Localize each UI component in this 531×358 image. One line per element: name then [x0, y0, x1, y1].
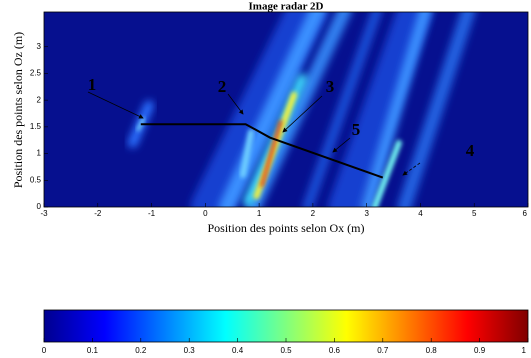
- colorbar-tick-label: 0.5: [280, 346, 292, 355]
- x-tick-label: -1: [148, 209, 156, 218]
- annotation-label: 5: [352, 120, 361, 139]
- colorbar-tick-label: 0.3: [184, 346, 196, 355]
- annotation-arrow: [282, 95, 323, 133]
- colorbar-tick-label: 0: [42, 346, 47, 355]
- heat-streak: [260, 120, 283, 188]
- y-axis-label: Position des points selon Oz (m): [11, 32, 25, 188]
- plot-frame: [43, 11, 529, 208]
- colorbar-tick-label: 0.4: [232, 346, 244, 355]
- x-axis-label: Position des points selon Ox (m): [207, 221, 364, 235]
- colorbar-tick-label: 1: [522, 346, 527, 355]
- y-tick-label: 0: [37, 202, 42, 211]
- x-tick-label: 4: [418, 209, 423, 218]
- heat-streak: [360, 12, 432, 207]
- y-tick-label: 3: [37, 42, 42, 51]
- y-tick-label: 1: [37, 149, 42, 158]
- x-tick-label: 3: [364, 209, 369, 218]
- heat-streak: [371, 139, 402, 207]
- chart-title: Image radar 2D: [249, 1, 324, 13]
- annotation-arrow: [332, 137, 351, 153]
- annotation-label: 4: [466, 141, 475, 160]
- x-tick-label: 1: [257, 209, 262, 218]
- annotation-arrow: [227, 93, 244, 115]
- heatmap-image: [44, 12, 528, 207]
- colorbar-tick-label: 0.9: [474, 346, 486, 355]
- trajectory-line: [140, 123, 384, 179]
- y-tick-label: 2.5: [30, 69, 42, 78]
- annotation-label: 3: [326, 77, 335, 96]
- y-tick-label: 1.5: [30, 122, 42, 131]
- heat-streak: [328, 12, 432, 207]
- colorbar: [43, 309, 529, 343]
- x-tick-label: 6: [523, 209, 528, 218]
- x-tick-label: 0: [203, 209, 208, 218]
- heat-streak: [302, 12, 382, 207]
- colorbar-tick-label: 0.6: [329, 346, 341, 355]
- colorbar-tick-label: 0.2: [135, 346, 147, 355]
- heat-streak: [397, 12, 476, 207]
- colorbar-tick-label: 0.1: [87, 346, 99, 355]
- x-tick-label: 2: [311, 209, 316, 218]
- y-tick-label: 0.5: [30, 175, 42, 184]
- heat-streak: [239, 129, 255, 178]
- y-tick-label: 2: [37, 95, 42, 104]
- heat-streak: [246, 12, 352, 207]
- x-tick-label: -3: [40, 209, 48, 218]
- colorbar-tick-label: 0.7: [377, 346, 389, 355]
- annotation-arrow: [87, 91, 144, 119]
- annotation-label: 2: [218, 77, 227, 96]
- annotation-arrow: [402, 162, 421, 176]
- x-tick-label: 5: [472, 209, 477, 218]
- x-tick-label: -2: [94, 209, 102, 218]
- colorbar-tick-label: 0.8: [426, 346, 438, 355]
- heat-streak: [190, 12, 328, 207]
- annotation-label: 1: [88, 75, 97, 94]
